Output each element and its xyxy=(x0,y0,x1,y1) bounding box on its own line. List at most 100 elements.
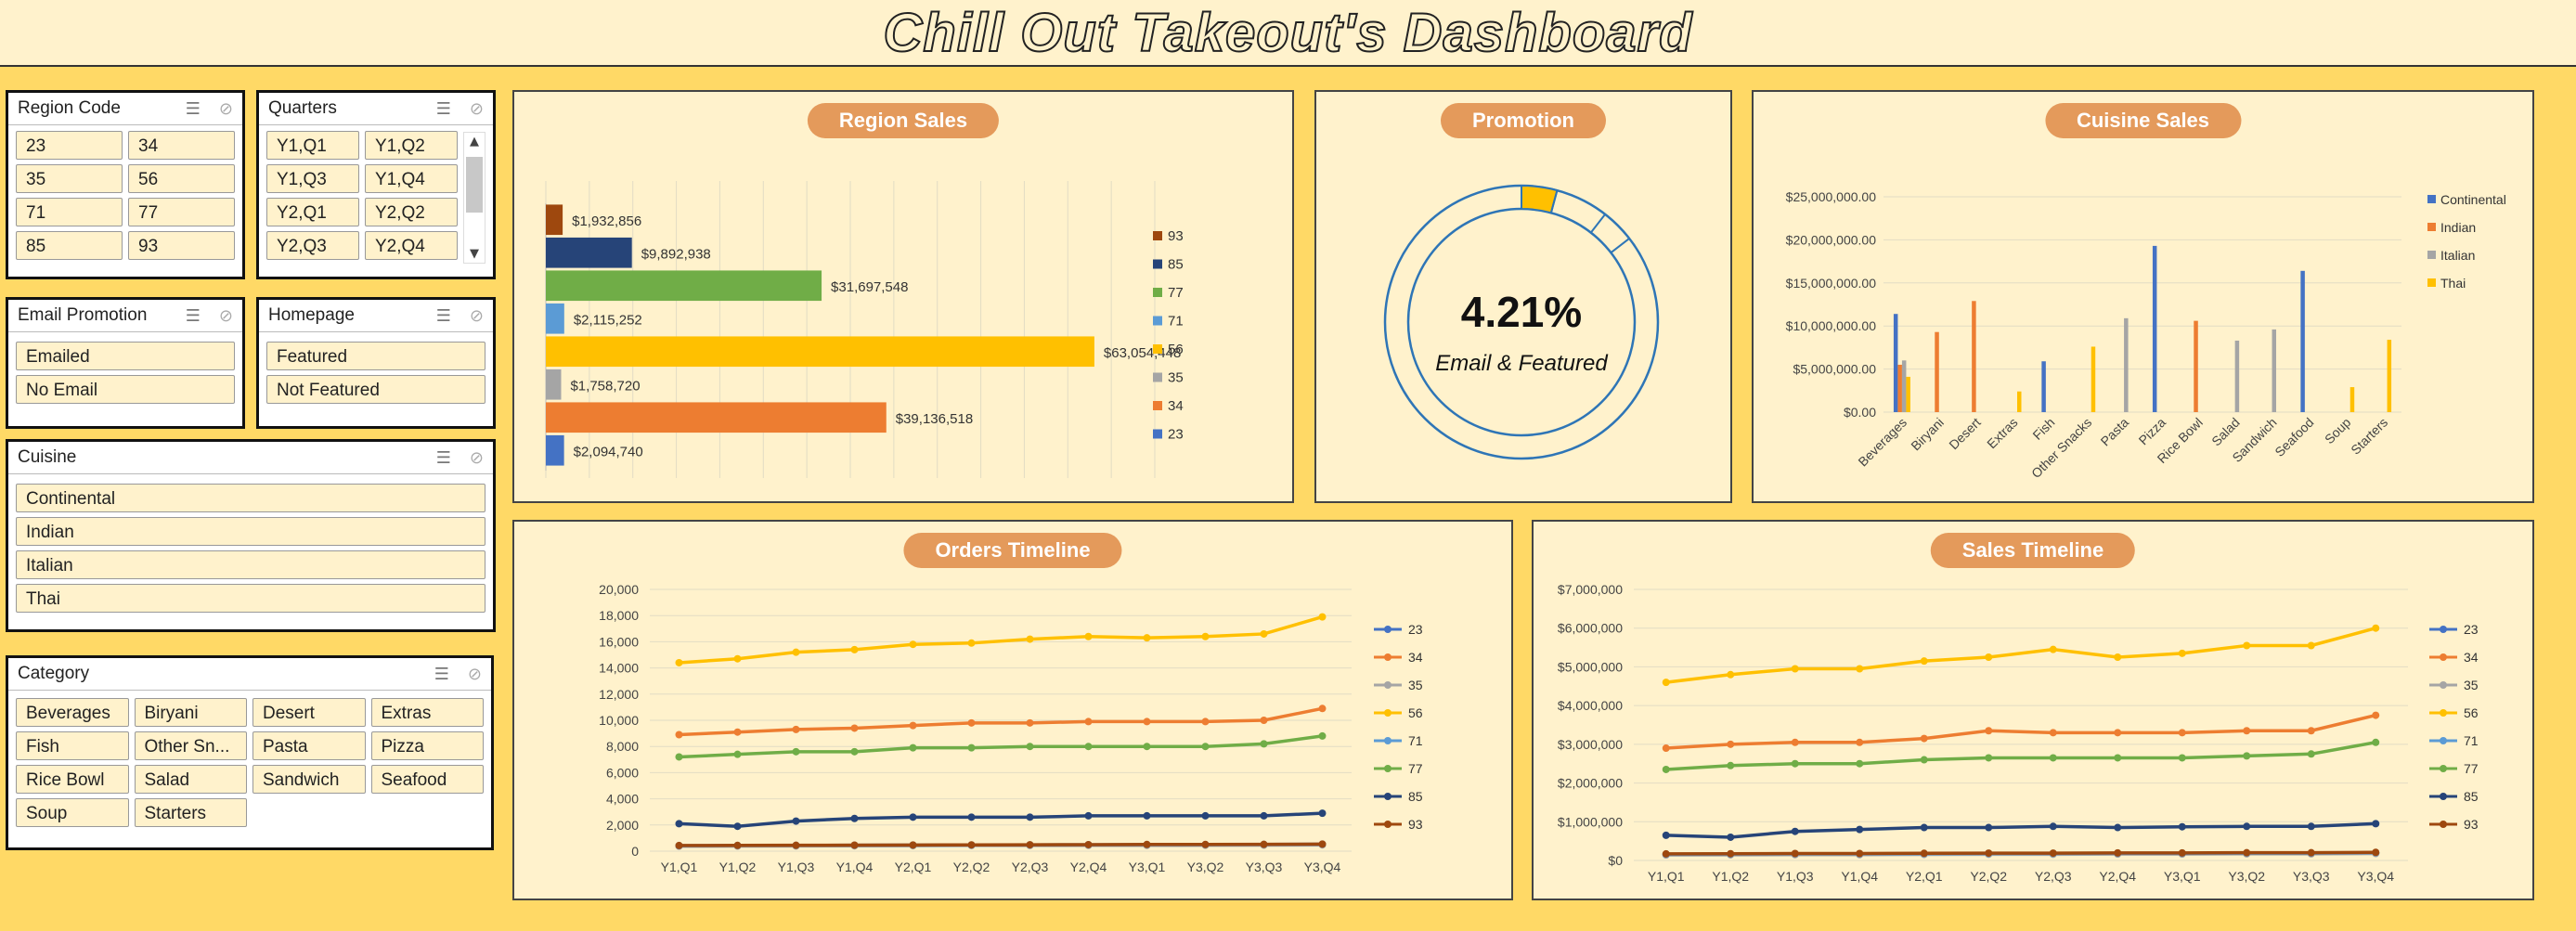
x-tick-label: Y1,Q2 xyxy=(1712,869,1749,884)
multi-select-icon[interactable]: ☰ xyxy=(185,98,201,119)
y-tick-label: 10,000 xyxy=(599,713,639,728)
multi-select-icon[interactable]: ☰ xyxy=(435,447,451,468)
data-point xyxy=(1143,743,1151,751)
slicer-item[interactable]: Extras xyxy=(370,698,484,727)
slicer-item[interactable]: Other Sn... xyxy=(134,731,247,760)
legend-marker xyxy=(1384,737,1392,744)
slicer-item[interactable]: Seafood xyxy=(370,765,484,794)
y-tick-label: 20,000 xyxy=(599,582,639,597)
slicer-item[interactable]: Biryani xyxy=(134,698,247,727)
slicer-item[interactable]: 93 xyxy=(128,231,235,260)
slicer-item[interactable]: Beverages xyxy=(16,698,129,727)
clear-filter-icon[interactable]: ⊘ xyxy=(218,98,233,119)
data-point xyxy=(2114,729,2122,737)
data-point xyxy=(2243,727,2251,735)
data-point xyxy=(2307,641,2315,650)
slicer-items: Continental Indian Italian Thai xyxy=(8,478,493,618)
y-tick-label: $7,000,000 xyxy=(1558,582,1623,597)
legend-marker xyxy=(2440,793,2447,800)
x-tick-label: Desert xyxy=(1946,415,1984,453)
slicer-item[interactable]: Y2,Q1 xyxy=(266,198,359,226)
slicer-item[interactable]: 35 xyxy=(16,164,123,193)
clear-filter-icon[interactable]: ⊘ xyxy=(469,447,484,468)
clear-filter-icon[interactable]: ⊘ xyxy=(469,98,484,119)
slicer-item[interactable]: Fish xyxy=(16,731,129,760)
data-point xyxy=(1026,635,1034,643)
legend-marker xyxy=(2440,681,2447,689)
x-tick-label: Y1,Q1 xyxy=(1648,869,1685,884)
data-point xyxy=(909,744,917,752)
slicer-item[interactable]: Soup xyxy=(16,798,129,827)
clear-filter-icon[interactable]: ⊘ xyxy=(467,664,482,684)
data-point xyxy=(1985,823,1993,832)
legend-marker xyxy=(1384,626,1392,633)
multi-select-icon[interactable]: ☰ xyxy=(434,664,449,684)
slicer-item[interactable]: Y1,Q1 xyxy=(266,131,359,160)
legend-marker xyxy=(1384,709,1392,717)
slicer-item[interactable]: 56 xyxy=(128,164,235,193)
data-label: $2,094,740 xyxy=(574,444,643,459)
data-point xyxy=(1662,765,1670,773)
y-tick-label: $6,000,000 xyxy=(1558,621,1623,636)
slicer-item[interactable]: Starters xyxy=(134,798,247,827)
slicer-item[interactable]: 71 xyxy=(16,198,123,226)
slicer-item[interactable]: Pizza xyxy=(370,731,484,760)
slicer-item[interactable]: Y2,Q4 xyxy=(365,231,458,260)
bar xyxy=(1906,376,1910,412)
x-tick-label: Y1,Q3 xyxy=(778,860,815,874)
slicer-item[interactable]: Rice Bowl xyxy=(16,765,129,794)
multi-select-icon[interactable]: ☰ xyxy=(435,98,451,119)
multi-select-icon[interactable]: ☰ xyxy=(185,305,201,326)
clear-filter-icon[interactable]: ⊘ xyxy=(469,305,484,326)
slicer-item[interactable]: Salad xyxy=(134,765,247,794)
scroll-down-icon[interactable]: ▼ xyxy=(470,247,479,261)
y-tick-label: $25,000,000.00 xyxy=(1786,189,1877,204)
data-point xyxy=(1026,813,1034,821)
slicer-item[interactable]: Sandwich xyxy=(252,765,366,794)
panel-title: Sales Timeline xyxy=(1930,533,2136,568)
slicer-items: Featured Not Featured xyxy=(259,336,493,409)
slicer-item[interactable]: Not Featured xyxy=(266,375,485,404)
x-tick-label: Y2,Q3 xyxy=(1012,860,1049,874)
slicer-item[interactable]: Y1,Q3 xyxy=(266,164,359,193)
legend-label: Italian xyxy=(2440,248,2475,263)
slicer-item[interactable]: No Email xyxy=(16,375,235,404)
slicer-item[interactable]: 34 xyxy=(128,131,235,160)
slicer-item[interactable]: Continental xyxy=(16,484,485,512)
legend-label: 35 xyxy=(2464,678,2479,692)
data-point xyxy=(2372,738,2380,746)
legend-label: Indian xyxy=(2440,220,2476,235)
scroll-up-icon[interactable]: ▲ xyxy=(470,135,479,149)
slicer-item[interactable]: 23 xyxy=(16,131,123,160)
slicer-item[interactable]: Desert xyxy=(252,698,366,727)
slicer-scrollbar[interactable]: ▲ ▼ xyxy=(463,132,485,264)
slicer-item[interactable]: Y2,Q2 xyxy=(365,198,458,226)
data-point xyxy=(733,841,742,849)
data-point xyxy=(850,841,859,849)
slicer-item[interactable]: Indian xyxy=(16,517,485,546)
x-tick-label: Y1,Q2 xyxy=(719,860,757,874)
data-point xyxy=(1084,811,1093,820)
data-point xyxy=(792,817,800,825)
slicer-item[interactable]: Y2,Q3 xyxy=(266,231,359,260)
slicer-item[interactable]: Y1,Q4 xyxy=(365,164,458,193)
slicer-item[interactable]: 85 xyxy=(16,231,123,260)
slicer-item[interactable]: Emailed xyxy=(16,342,235,370)
slicer-item[interactable]: Italian xyxy=(16,550,485,579)
slicer-item[interactable]: Featured xyxy=(266,342,485,370)
data-point xyxy=(1318,613,1327,621)
data-point xyxy=(909,721,917,730)
scrollbar-thumb[interactable] xyxy=(466,157,483,213)
slicer-category: Category ☰ ⊘ Beverages Biryani Desert Ex… xyxy=(6,655,494,850)
slicer-item[interactable]: 77 xyxy=(128,198,235,226)
clear-filter-icon[interactable]: ⊘ xyxy=(218,305,233,326)
slicer-item[interactable]: Pasta xyxy=(252,731,366,760)
slicer-item[interactable]: Y1,Q2 xyxy=(365,131,458,160)
legend-label: 85 xyxy=(1408,789,1423,804)
x-tick-label: Seafood xyxy=(2272,415,2316,459)
data-point xyxy=(733,822,742,831)
legend-marker xyxy=(2440,737,2447,744)
slicer-cuisine: Cuisine ☰ ⊘ Continental Indian Italian T… xyxy=(6,439,496,632)
slicer-item[interactable]: Thai xyxy=(16,584,485,613)
multi-select-icon[interactable]: ☰ xyxy=(435,305,451,326)
